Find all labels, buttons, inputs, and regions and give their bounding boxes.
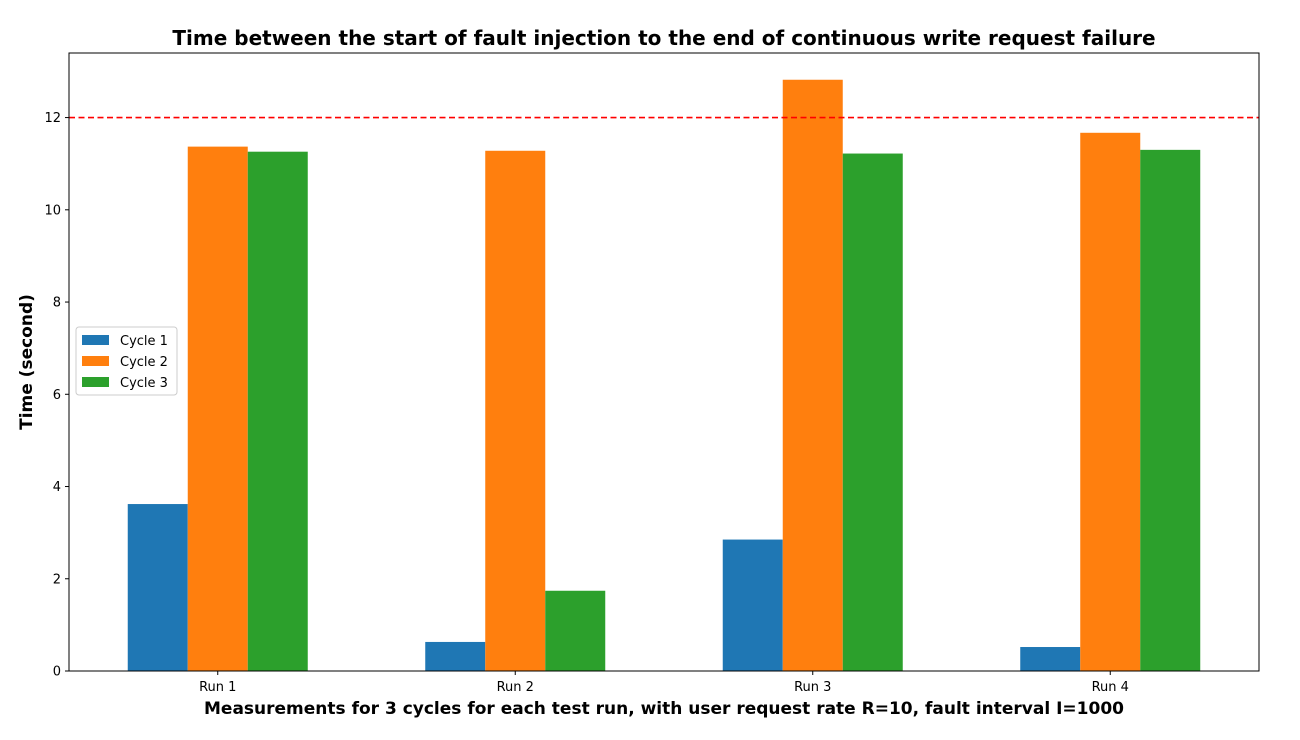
y-tick-label: 12	[44, 111, 61, 126]
y-tick-label: 4	[53, 480, 61, 495]
series-cycle-1	[127, 504, 1081, 671]
x-tick-label: Run 4	[1092, 680, 1129, 695]
bar-cycle-3-run-4	[1140, 149, 1201, 671]
x-tick-label: Run 2	[497, 680, 534, 695]
bar-cycle-1-run-2	[425, 641, 486, 671]
plot-area	[69, 79, 1259, 672]
y-axis-ticks: 0 2 4 6 8 10 12	[44, 111, 69, 680]
bar-cycle-1-run-4	[1020, 647, 1081, 671]
legend-label: Cycle 3	[120, 376, 168, 391]
bar-cycle-1-run-1	[127, 504, 188, 671]
series-cycle-2	[187, 79, 1141, 672]
bar-cycle-2-run-1	[187, 146, 248, 672]
bar-cycle-2-run-4	[1080, 132, 1141, 671]
y-tick-label: 10	[44, 203, 61, 218]
bar-cycle-3-run-3	[842, 153, 903, 672]
x-axis-ticks: Run 1 Run 2 Run 3 Run 4	[199, 671, 1129, 695]
axes-frame	[68, 52, 1260, 672]
bar-cycle-1-run-3	[722, 539, 783, 671]
y-tick-label: 0	[53, 665, 61, 680]
legend-swatch	[82, 377, 109, 387]
bar-cycle-3-run-2	[545, 590, 606, 671]
x-axis-label: Measurements for 3 cycles for each test …	[204, 699, 1124, 719]
x-tick-label: Run 1	[199, 680, 236, 695]
y-tick-label: 8	[53, 296, 61, 311]
legend-swatch	[82, 356, 109, 366]
x-tick-label: Run 3	[794, 680, 831, 695]
y-tick-label: 2	[53, 572, 61, 587]
y-axis-label: Time (second)	[17, 294, 37, 430]
chart-title: Time between the start of fault injectio…	[172, 26, 1155, 50]
series-cycle-3	[247, 149, 1201, 672]
y-tick-label: 6	[53, 388, 61, 403]
bar-cycle-3-run-1	[247, 151, 308, 671]
bar-cycle-2-run-2	[485, 150, 546, 671]
legend: Cycle 1 Cycle 2 Cycle 3	[75, 326, 178, 396]
legend-label: Cycle 1	[120, 334, 168, 349]
legend-swatch	[82, 335, 109, 345]
bar-cycle-2-run-3	[782, 79, 843, 671]
legend-label: Cycle 2	[120, 355, 168, 370]
